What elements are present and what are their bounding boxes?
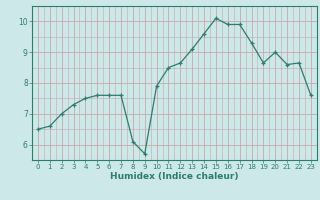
X-axis label: Humidex (Indice chaleur): Humidex (Indice chaleur) — [110, 172, 239, 181]
